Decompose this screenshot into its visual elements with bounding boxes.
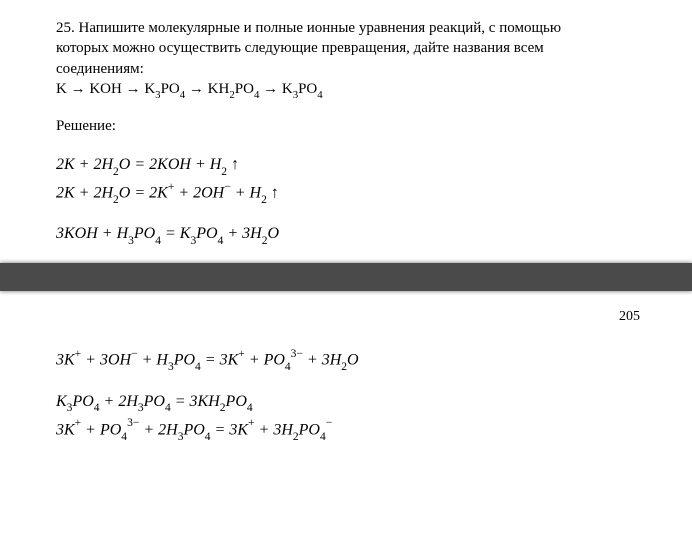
- reaction-chain: K → KOH → K3PO4 → KH2PO4 → K3PO4: [56, 81, 652, 100]
- problem-statement: 25. Напишите молекулярные и полные ионны…: [56, 18, 652, 79]
- page-top: 25. Напишите молекулярные и полные ионны…: [0, 0, 692, 263]
- problem-line2: которых можно осуществить следующие прев…: [56, 40, 544, 56]
- problem-line1: Напишите молекулярные и полные ионные ур…: [79, 20, 562, 36]
- equation-6: 3K+ + PO43− + 2H3PO4 = 3K+ + 3H2PO4−: [56, 417, 652, 445]
- problem-line3: соединениям:: [56, 61, 144, 77]
- solution-label: Решение:: [56, 118, 652, 135]
- equation-3: 3KOH + H3PO4 = K3PO4 + 3H2O: [56, 222, 652, 249]
- problem-number: 25.: [56, 20, 75, 36]
- page-number: 205: [56, 309, 652, 325]
- equation-4: 3K+ + 3OH− + H3PO4 = 3K+ + PO43− + 3H2O: [56, 347, 652, 375]
- equation-block-1: 2K + 2H2O = 2KOH + H2 ↑ 2K + 2H2O = 2K+ …: [56, 153, 652, 249]
- page-separator: [0, 263, 692, 291]
- equation-1: 2K + 2H2O = 2KOH + H2 ↑: [56, 153, 652, 180]
- page-bottom: 205 3K+ + 3OH− + H3PO4 = 3K+ + PO43− + 3…: [0, 291, 692, 465]
- equation-5: K3PO4 + 2H3PO4 = 3KH2PO4: [56, 390, 652, 417]
- equation-2: 2K + 2H2O = 2K+ + 2OH− + H2 ↑: [56, 180, 652, 208]
